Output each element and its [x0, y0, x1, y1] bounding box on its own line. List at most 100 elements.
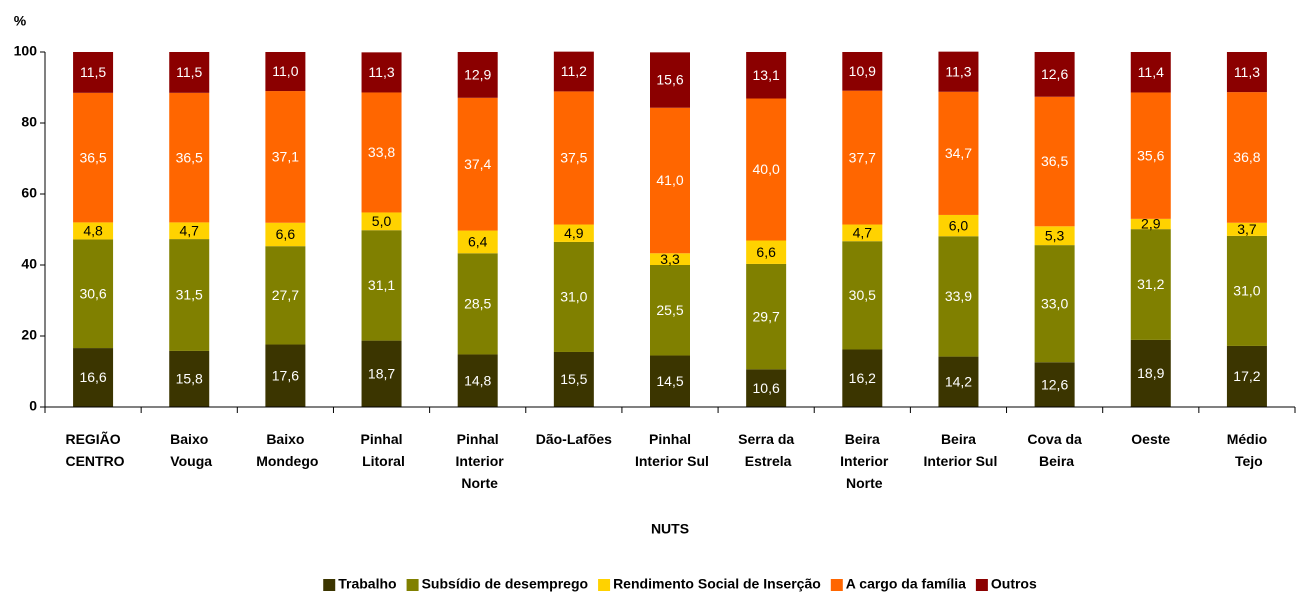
y-tick-label: 20: [21, 327, 37, 343]
bar-segment: [1034, 362, 1075, 407]
bar-segment: [650, 107, 690, 254]
bar-segment: [73, 239, 114, 349]
bar-segment: [746, 52, 787, 99]
bar-segment: [938, 51, 979, 92]
value-label: 25,5: [656, 302, 683, 318]
x-tick-label: Oeste: [1131, 431, 1170, 447]
bar-segment: [1130, 92, 1171, 219]
bar-segment: [746, 240, 787, 264]
legend-label: A cargo da família: [846, 576, 966, 592]
legend-swatch: [406, 579, 419, 591]
bar-segment: [1226, 222, 1267, 236]
value-label: 29,7: [753, 308, 780, 324]
value-label: 18,7: [368, 366, 395, 382]
bar-segment: [746, 369, 787, 407]
value-label: 37,5: [560, 150, 587, 166]
bar-segment: [938, 356, 979, 407]
value-label: 11,2: [561, 63, 587, 79]
bar-segment: [1226, 345, 1267, 407]
x-tick-label: Pinhal Interior Sul: [631, 431, 709, 469]
bar-segment: [842, 349, 883, 407]
bar-segment: [73, 52, 114, 93]
x-axis-label: NUTS: [651, 521, 689, 537]
bar-segment: [553, 241, 594, 352]
value-label: 15,8: [176, 371, 203, 387]
value-label: 6,0: [949, 217, 969, 233]
value-label: 36,5: [79, 149, 106, 165]
legend-label: Trabalho: [338, 576, 396, 592]
value-label: 12,9: [464, 67, 491, 83]
legend: Trabalho Subsídio de desemprego Rendimento…: [323, 576, 1037, 592]
bar-segment: [1226, 92, 1267, 223]
y-tick-label: 100: [14, 43, 38, 59]
value-label: 2,9: [1141, 216, 1161, 232]
x-tick-label: Serra da Estrela: [738, 431, 794, 469]
value-label: 30,5: [849, 287, 876, 303]
bar-segment: [938, 236, 979, 357]
bar-segment: [650, 52, 690, 108]
value-label: 6,4: [468, 234, 488, 250]
value-label: 33,9: [945, 288, 972, 304]
y-axis-label: %: [14, 13, 27, 29]
bar-segment: [361, 340, 402, 407]
legend-swatch: [830, 579, 843, 591]
value-label: 41,0: [656, 172, 683, 188]
bar-segment: [746, 263, 787, 370]
bar-segment: [746, 98, 787, 241]
x-tick-label: Baixo Mondego: [252, 431, 318, 469]
bar-segment: [650, 355, 690, 407]
bar-segment: [73, 92, 114, 223]
value-label: 12,6: [1041, 376, 1068, 392]
legend-swatch: [975, 579, 988, 591]
legend-label: Outros: [991, 576, 1037, 592]
value-label: 3,3: [660, 251, 680, 267]
bar-segment: [1034, 96, 1075, 227]
value-label: 10,9: [849, 63, 876, 79]
bar-segment: [553, 91, 594, 225]
x-tick-label: Médio Tejo: [1227, 431, 1267, 469]
bar-segment: [1130, 229, 1171, 340]
value-label: 36,8: [1233, 149, 1260, 165]
x-tick-label: Cova da Beira: [1027, 431, 1082, 469]
value-label: 37,1: [272, 149, 299, 165]
value-label: 31,5: [176, 287, 203, 303]
x-tick-label: Baixo Vouga: [166, 431, 212, 469]
value-label: 33,8: [368, 144, 395, 160]
bar-segment: [169, 222, 210, 240]
x-tick-label: REGIÃO CENTRO: [62, 430, 125, 469]
value-label: 5,3: [1045, 227, 1065, 243]
value-label: 31,0: [1233, 283, 1260, 299]
value-label: 17,2: [1233, 368, 1260, 384]
bar-segment: [1034, 52, 1075, 97]
value-label: 16,2: [849, 370, 876, 386]
bar-segment: [1130, 339, 1171, 407]
bar-segment: [169, 239, 210, 351]
bar-segment: [1130, 218, 1171, 230]
legend-label: Rendimento Social de Inserção: [613, 576, 821, 592]
value-label: 36,5: [1041, 153, 1068, 169]
value-label: 30,6: [79, 285, 106, 301]
y-tick-label: 40: [21, 256, 37, 272]
value-label: 36,5: [176, 149, 203, 165]
value-label: 37,4: [464, 156, 491, 172]
bar-segment: [1226, 235, 1267, 346]
bar-segment: [938, 91, 979, 215]
value-label: 31,2: [1137, 276, 1164, 292]
bar-segment: [361, 212, 402, 231]
bar-segment: [1130, 52, 1171, 93]
value-label: 31,0: [560, 289, 587, 305]
bar-segment: [553, 351, 594, 407]
bar-segment: [265, 91, 306, 223]
value-label: 18,9: [1137, 365, 1164, 381]
x-tick-label: Beira Interior Sul: [920, 431, 998, 469]
bar-segment: [73, 348, 114, 407]
bar-segment: [650, 265, 690, 356]
bar-segment: [457, 253, 498, 355]
x-tick-label: Beira Interior Norte: [836, 431, 889, 491]
value-label: 13,1: [753, 67, 780, 83]
value-label: 12,6: [1041, 66, 1068, 82]
bar-segment: [553, 224, 594, 242]
value-label: 15,6: [656, 72, 683, 88]
value-label: 40,0: [753, 161, 780, 177]
